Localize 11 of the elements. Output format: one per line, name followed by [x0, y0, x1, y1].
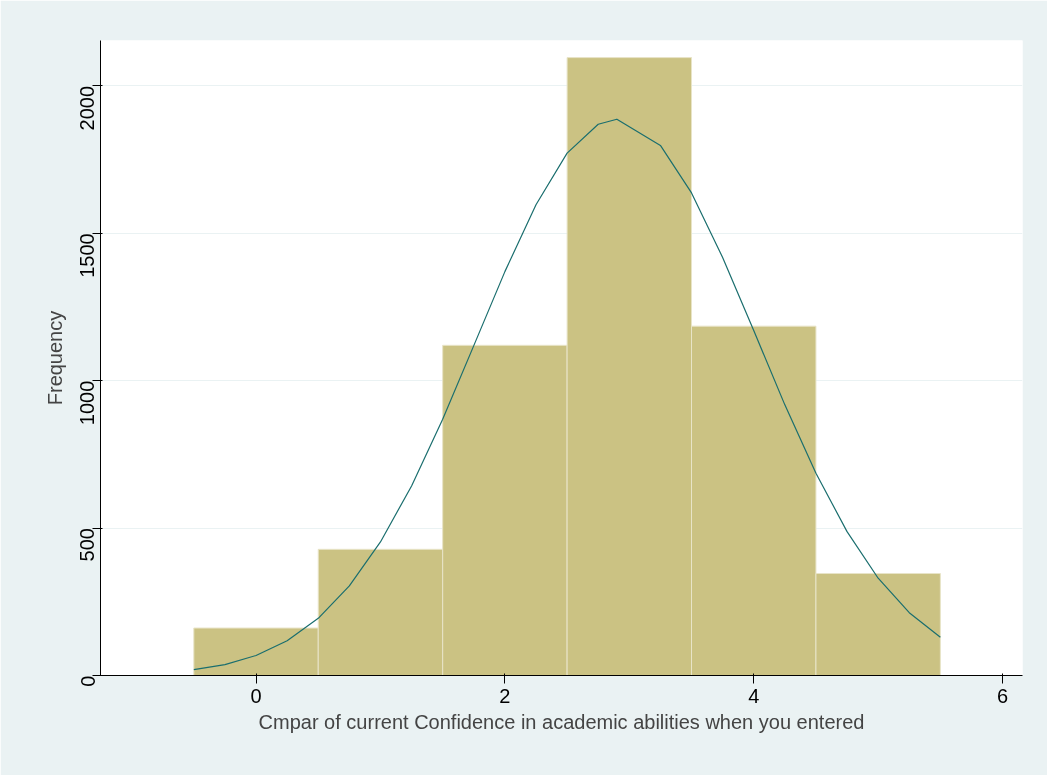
y-tick-label: 500 — [76, 528, 99, 562]
y-tick-label: 1000 — [76, 380, 99, 426]
y-axis-title: Frequency — [43, 310, 66, 406]
x-tick-label: 2 — [499, 684, 511, 707]
y-tick-label: 0 — [76, 675, 99, 687]
x-tick-label: 6 — [997, 684, 1009, 707]
y-tick-label: 2000 — [76, 85, 99, 131]
x-tick-label: 4 — [748, 684, 760, 707]
x-tick-label: 0 — [250, 684, 262, 707]
y-tick-label: 1500 — [76, 233, 99, 278]
x-axis-title: Cmpar of current Confidence in academic abilities when you entered — [258, 710, 865, 733]
